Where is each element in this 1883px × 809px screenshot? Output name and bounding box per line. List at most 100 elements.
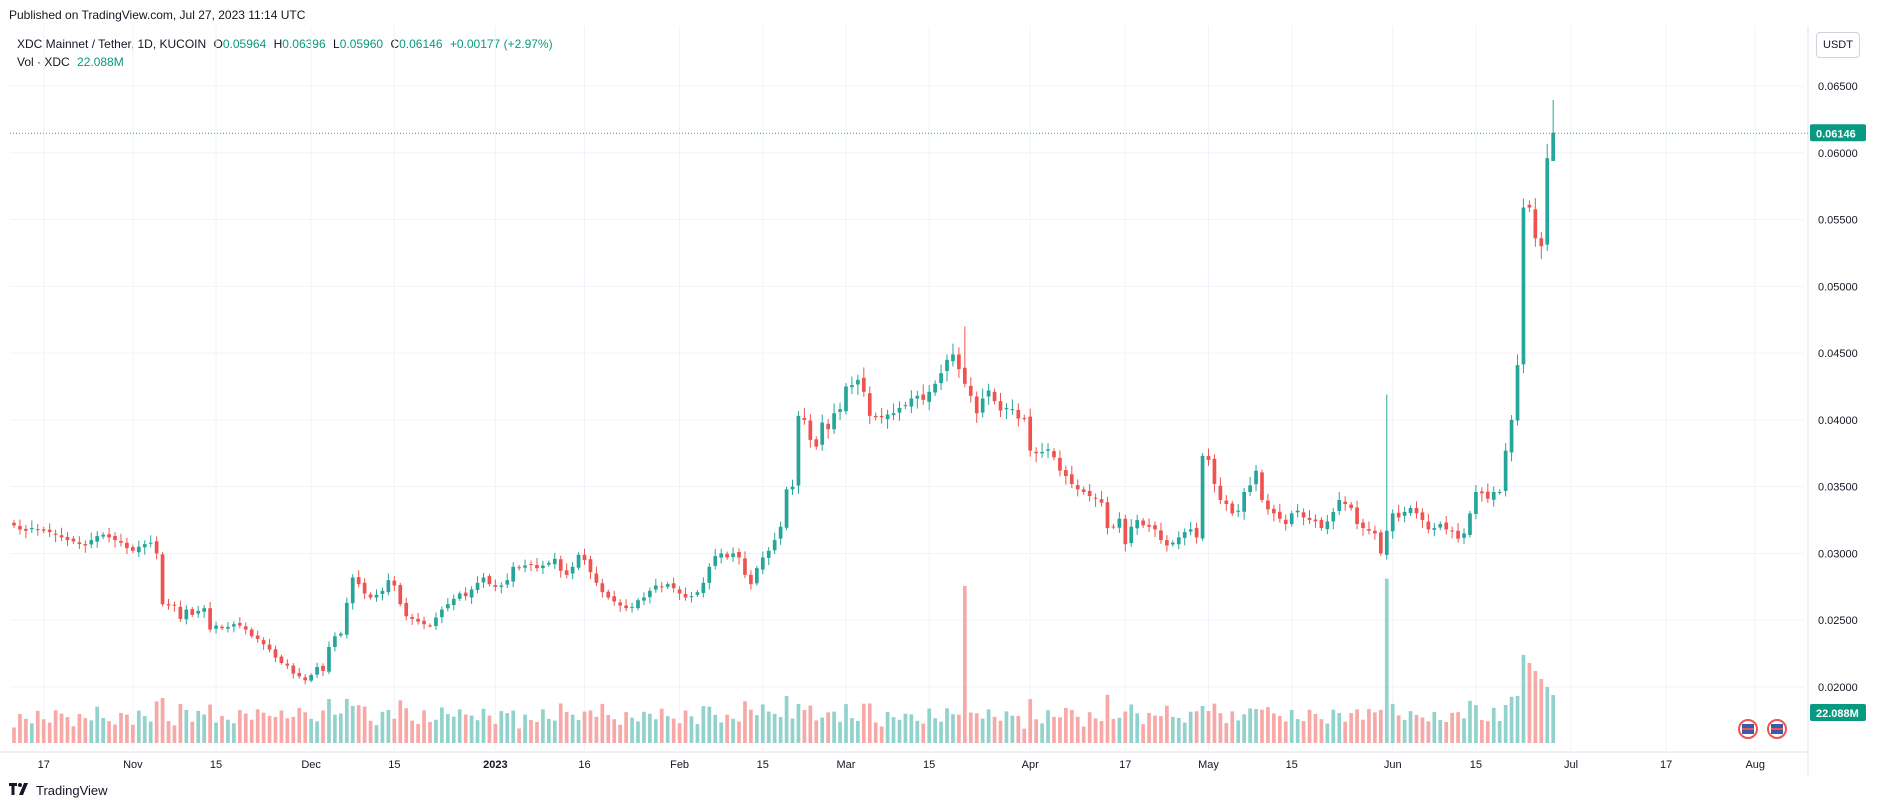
volume-bar [321, 710, 325, 743]
candle-body [743, 558, 747, 575]
time-tick-label: 17 [1119, 759, 1131, 771]
candle-body [766, 550, 771, 558]
volume-bar [1313, 713, 1318, 743]
candle-body [1414, 508, 1419, 514]
candle-body [1509, 419, 1514, 453]
time-tick-label: 17 [38, 759, 50, 771]
volume-bar [59, 713, 64, 743]
candle-body [273, 649, 278, 658]
volume-bar [873, 722, 878, 743]
candle-body [1194, 527, 1199, 538]
volume-bar [12, 727, 16, 743]
candle-body [1206, 455, 1211, 460]
volume-bar [1521, 655, 1526, 743]
candle-body [202, 608, 207, 612]
volume-bar [1129, 704, 1134, 743]
candle-body [861, 377, 866, 392]
volume-bar [986, 709, 991, 743]
candle-body [1004, 407, 1009, 410]
candle-body [796, 415, 801, 486]
volume-bar [136, 710, 141, 743]
volume-bar [808, 705, 813, 743]
candle-body [1248, 485, 1252, 493]
price-tick-label: 0.05000 [1818, 281, 1858, 293]
candle-body [873, 415, 878, 418]
volume-bar [267, 715, 272, 743]
volume-bar [1058, 717, 1062, 743]
volume-bar [410, 720, 415, 743]
volume-bar [1153, 715, 1157, 743]
time-tick-label: Mar [837, 759, 856, 771]
candle-body [1016, 409, 1021, 419]
volume-bar [1170, 716, 1175, 743]
volume-bar [541, 709, 545, 743]
candle-body [1058, 457, 1062, 471]
candle-body [1456, 530, 1460, 539]
candle-body [891, 413, 896, 416]
candle-body [434, 617, 438, 626]
candle-body [505, 580, 510, 585]
volume-bar [344, 699, 349, 743]
time-tick-label: 15 [923, 759, 935, 771]
volume-bar [1075, 716, 1080, 743]
candle-body [47, 529, 52, 533]
volume-bar [998, 720, 1003, 743]
volume-bar [41, 719, 46, 743]
volume-bar [422, 710, 426, 743]
time-tick-label: 15 [757, 759, 769, 771]
candle-body [142, 544, 147, 548]
candle-body [1474, 492, 1478, 514]
volume-bar [1295, 719, 1300, 743]
candle-body [172, 604, 177, 606]
candle-body [1301, 512, 1306, 518]
candle-body [469, 589, 474, 598]
volume-bar [142, 716, 147, 743]
currency-button[interactable]: USDT [1816, 32, 1860, 58]
candle-body [772, 540, 777, 551]
volume-bar [148, 721, 153, 743]
volume-bar [1301, 721, 1306, 743]
candle-body [339, 633, 343, 636]
symbol-title[interactable]: XDC Mainnet / Tether, 1D, KUCOIN [17, 37, 207, 51]
candle-body [1064, 470, 1068, 476]
volume-bar [1331, 709, 1336, 743]
tradingview-brand[interactable]: TradingView [36, 783, 108, 798]
volume-bar [154, 701, 159, 743]
volume-bar [481, 708, 486, 743]
candle-body [440, 609, 444, 618]
volume-bar [119, 712, 123, 743]
candle-body [1468, 513, 1472, 535]
volume-bar [957, 714, 961, 743]
candle-body [885, 414, 890, 420]
candle-body [636, 600, 640, 609]
volume-bar [1206, 710, 1211, 743]
candle-body [1266, 500, 1270, 510]
candle-body [267, 644, 272, 650]
price-chart[interactable]: 0.06500 0.06000 0.05500 0.05000 0.04500 0.040… [0, 26, 1883, 786]
candle-body [1485, 491, 1490, 499]
volume-bar [469, 715, 474, 743]
volume-bar [279, 710, 284, 743]
volume-bar [802, 710, 807, 743]
candle-body [1438, 524, 1443, 528]
volume-bar [1444, 721, 1449, 743]
volume-bar [47, 722, 52, 743]
candle-body [499, 585, 504, 587]
volume-bar [1378, 709, 1383, 743]
candle-body [1349, 504, 1353, 509]
candle-body [529, 564, 533, 566]
volume-bar [570, 714, 575, 743]
candle-body [1390, 513, 1395, 532]
volume-bar [653, 719, 658, 743]
candle-body [731, 553, 735, 557]
volume-bar [416, 723, 420, 743]
volume-bar [297, 707, 302, 743]
candle-body [285, 663, 290, 666]
candle-body [582, 554, 587, 561]
candle-body [1117, 518, 1122, 528]
candle-body [701, 582, 706, 594]
volume-bar [1373, 712, 1377, 743]
volume-bar [1551, 695, 1556, 743]
candle-body [707, 566, 712, 583]
time-tick-label: Apr [1022, 759, 1039, 771]
